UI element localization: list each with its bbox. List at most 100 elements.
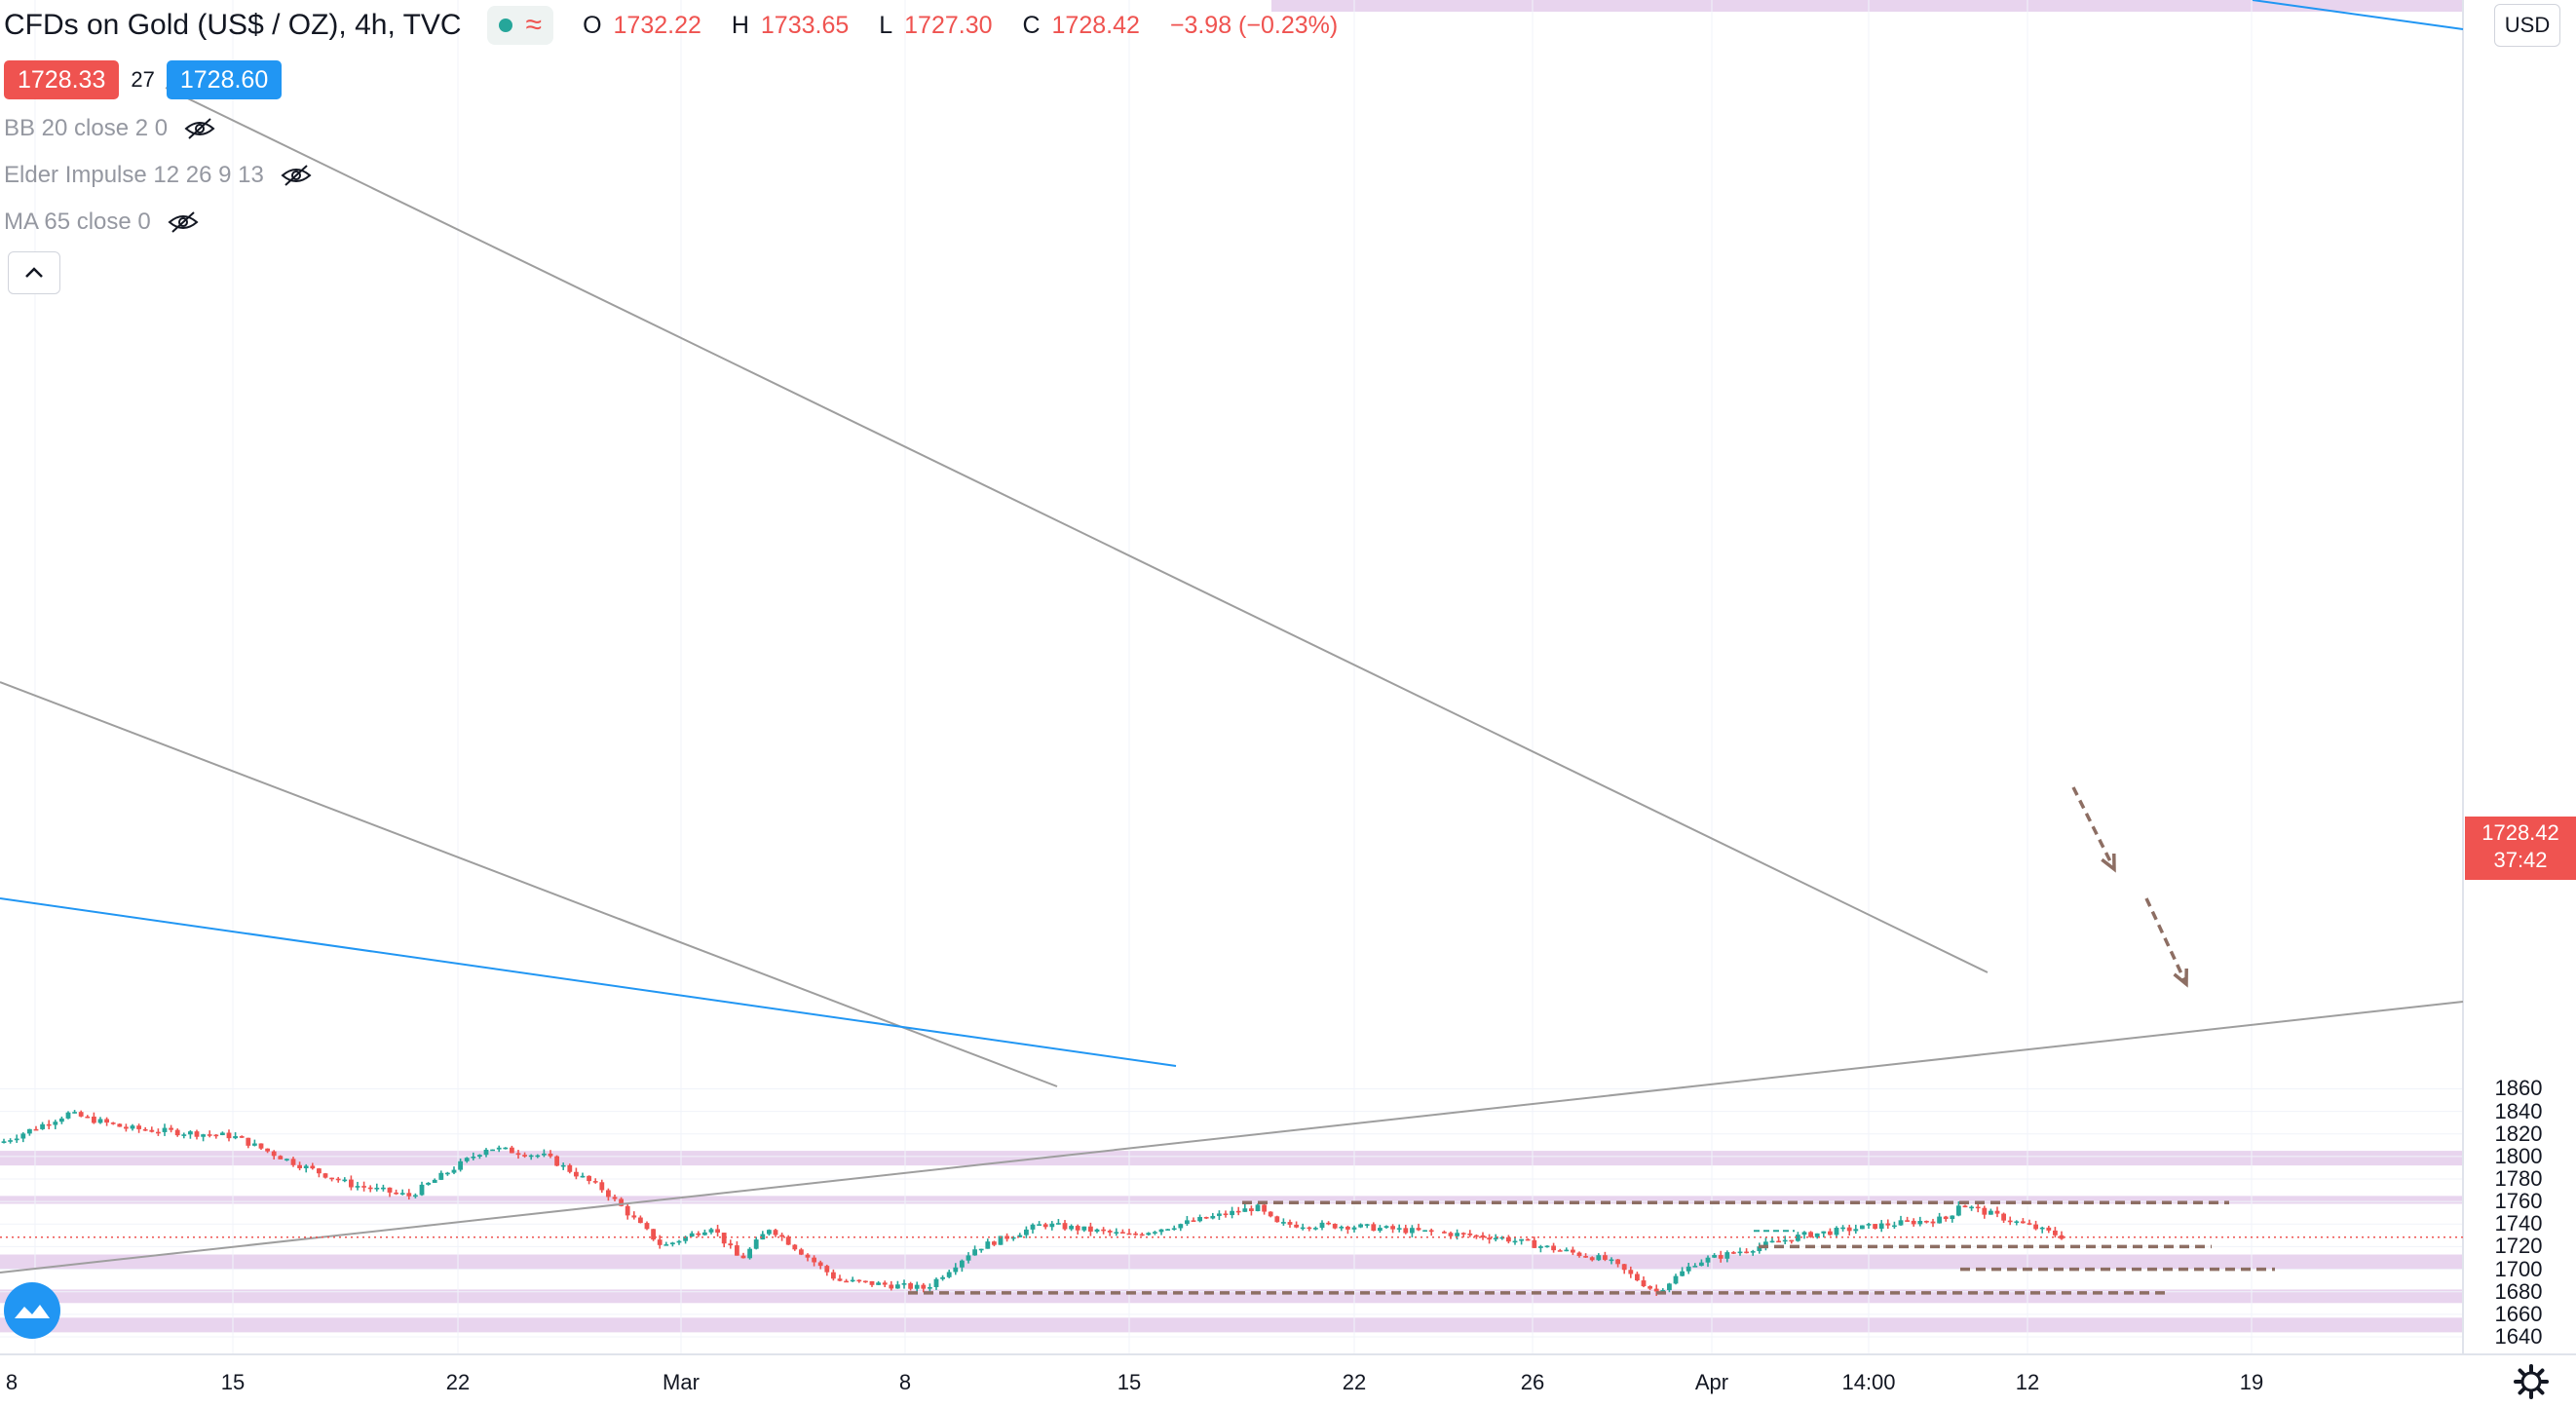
candle-body: [1422, 1230, 1427, 1233]
candle-body: [1319, 1222, 1325, 1229]
candle-body: [239, 1136, 245, 1138]
zone-band: [0, 1151, 2463, 1166]
trade-buttons: 1728.33 27 1728.60: [4, 60, 283, 99]
candle-body: [1538, 1246, 1543, 1248]
indicator-ma[interactable]: MA 65 close 0: [4, 209, 200, 236]
candle-body: [792, 1244, 798, 1250]
candle-body: [1049, 1223, 1055, 1228]
candle-body: [1943, 1216, 1949, 1220]
candle-body: [901, 1283, 907, 1285]
price-tick-label: 1760: [2494, 1189, 2543, 1214]
candle-body: [445, 1172, 450, 1175]
indicator-elder-impulse[interactable]: Elder Impulse 12 26 9 13: [4, 162, 313, 189]
candle-body: [528, 1155, 534, 1158]
price-tick-label: 1800: [2494, 1143, 2543, 1168]
candle-body: [1460, 1233, 1466, 1235]
candle-body: [1165, 1229, 1170, 1231]
candle-body: [817, 1262, 823, 1267]
candle-body: [1410, 1228, 1415, 1234]
candle-body: [40, 1123, 45, 1129]
candle-body: [1615, 1259, 1620, 1265]
candle-body: [194, 1131, 200, 1137]
candle-body: [1873, 1224, 1877, 1230]
candle-body: [169, 1127, 173, 1130]
candle-body: [1571, 1249, 1575, 1253]
indicator-bb[interactable]: BB 20 close 2 0: [4, 115, 216, 142]
candle-body: [1235, 1210, 1241, 1213]
candle-body: [1114, 1232, 1119, 1235]
candle-body: [97, 1119, 103, 1123]
low-value: 1727.30: [904, 11, 993, 39]
candle-body: [1724, 1252, 1730, 1259]
candle-body: [1821, 1231, 1827, 1234]
candle-body: [413, 1195, 418, 1198]
candle-body: [921, 1284, 927, 1289]
candle-body: [580, 1175, 586, 1178]
candle-body: [1300, 1227, 1306, 1230]
candle-body: [496, 1147, 502, 1150]
market-open-dot-icon: [498, 19, 512, 32]
candle-body: [1519, 1238, 1524, 1241]
moving-average-line: [2252, 0, 2464, 30]
candle-body: [85, 1116, 91, 1119]
candle-body: [284, 1159, 289, 1160]
symbol-title[interactable]: CFDs on Gold (US$ / OZ), 4h, TVC: [4, 9, 462, 41]
candle-body: [329, 1177, 334, 1180]
candle-body: [265, 1148, 270, 1152]
gear-icon[interactable]: [2514, 1364, 2549, 1399]
buy-button[interactable]: 1728.60: [166, 60, 283, 99]
candle-body: [753, 1239, 759, 1249]
candle-body: [1917, 1220, 1923, 1225]
price-tick-label: 1860: [2494, 1076, 2543, 1101]
eye-crossed-icon[interactable]: [280, 163, 313, 188]
candle-body: [1544, 1245, 1550, 1248]
candle-body: [59, 1118, 64, 1122]
candle-body: [65, 1112, 71, 1119]
tradingview-logo-icon[interactable]: [4, 1282, 60, 1339]
chart-legend-header: CFDs on Gold (US$ / OZ), 4h, TVC ≈ O 1732…: [0, 0, 1349, 51]
candle-body: [1769, 1240, 1775, 1243]
candle-body: [728, 1243, 734, 1246]
candle-body: [1628, 1270, 1634, 1274]
candle-body: [438, 1172, 444, 1180]
candle-body: [740, 1255, 746, 1259]
symbol-name: CFDs on Gold (US$ / OZ): [4, 9, 339, 41]
candle-body: [606, 1190, 611, 1198]
candle-body: [773, 1230, 778, 1236]
candle-body: [2046, 1227, 2052, 1231]
candle-body: [1146, 1233, 1152, 1236]
candle-body: [1230, 1210, 1234, 1216]
candle-body: [1982, 1207, 1988, 1215]
candle-body: [1126, 1233, 1132, 1236]
candle-body: [1892, 1225, 1897, 1228]
sell-button[interactable]: 1728.33: [4, 60, 120, 99]
candle-body: [1583, 1256, 1588, 1258]
candle-body: [2059, 1235, 2065, 1239]
projection-arrow-head: [2173, 968, 2188, 988]
candle-body: [1307, 1227, 1312, 1230]
candle-body: [1390, 1226, 1395, 1230]
candle-body: [342, 1179, 348, 1182]
candle-body: [998, 1236, 1004, 1245]
candle-body: [1024, 1229, 1029, 1236]
candle-body: [490, 1149, 495, 1152]
time-tick-label: 12: [2015, 1370, 2040, 1394]
projection-arrow-line: [2071, 786, 2116, 870]
candle-body: [1294, 1224, 1299, 1228]
currency-button[interactable]: USD: [2494, 4, 2560, 47]
candle-body: [278, 1156, 284, 1160]
candle-body: [1313, 1228, 1318, 1230]
candle-body: [1037, 1224, 1042, 1226]
candle-body: [374, 1187, 380, 1190]
candle-body: [631, 1215, 637, 1218]
candle-body: [1776, 1240, 1781, 1243]
eye-crossed-icon[interactable]: [167, 209, 200, 235]
candle-body: [1956, 1205, 1961, 1216]
market-status-pill[interactable]: ≈: [486, 6, 554, 45]
eye-crossed-icon[interactable]: [183, 116, 216, 141]
candle-body: [1158, 1229, 1164, 1233]
indicator-label: Elder Impulse 12 26 9 13: [4, 162, 264, 188]
collapse-legend-button[interactable]: [8, 251, 60, 294]
